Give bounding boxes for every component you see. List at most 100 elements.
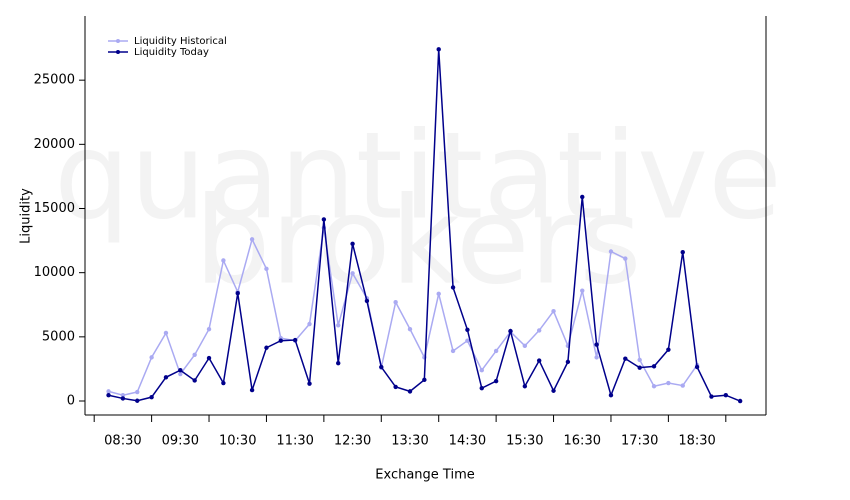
data-point: [637, 365, 642, 370]
y-tick-label: 20000: [34, 137, 75, 152]
data-point: [407, 389, 413, 394]
legend-label: Liquidity Today: [134, 47, 209, 58]
data-point: [264, 345, 269, 350]
legend-marker: [116, 39, 120, 43]
data-point: [680, 383, 685, 388]
x-tick-label: 12:30: [334, 434, 371, 449]
x-tick-label: 13:30: [391, 434, 428, 449]
data-point: [163, 330, 169, 336]
data-point: [307, 381, 312, 386]
data-point: [551, 308, 556, 314]
data-point: [493, 348, 499, 354]
series-line: [108, 227, 698, 397]
x-tick-label: 11:30: [276, 434, 313, 449]
data-point: [436, 291, 441, 297]
data-point: [350, 271, 355, 276]
y-tick-label: 25000: [34, 73, 75, 88]
data-point: [479, 385, 484, 391]
data-point: [422, 377, 427, 383]
x-tick-label: 10:30: [219, 434, 256, 449]
data-point: [608, 393, 614, 398]
x-tick-label: 15:30: [506, 434, 543, 449]
watermark: quantitative: [54, 108, 782, 247]
data-point: [565, 359, 571, 365]
data-point: [450, 348, 456, 354]
data-point: [178, 368, 183, 373]
data-point: [465, 327, 470, 332]
data-point: [450, 285, 456, 290]
data-point: [221, 380, 226, 386]
data-point: [479, 368, 484, 373]
data-point: [436, 47, 441, 52]
data-point: [149, 394, 154, 400]
data-point: [522, 343, 528, 349]
data-point: [106, 393, 111, 398]
data-point: [307, 321, 312, 327]
data-point: [278, 338, 284, 343]
data-point: [120, 393, 126, 398]
legend-marker: [116, 50, 120, 54]
x-tick-label: 18:30: [678, 434, 715, 449]
data-point: [364, 298, 370, 304]
data-point: [192, 352, 197, 358]
y-tick-label: 15000: [34, 201, 75, 216]
x-axis-label: Exchange Time: [375, 468, 474, 483]
data-point: [608, 249, 614, 254]
data-point: [551, 388, 556, 393]
y-tick-label: 5000: [42, 329, 75, 344]
data-point: [694, 364, 700, 370]
data-point: [249, 387, 255, 393]
data-point: [594, 355, 599, 360]
data-point: [393, 384, 398, 390]
data-point: [292, 337, 298, 343]
data-point: [580, 194, 585, 200]
data-point: [666, 380, 671, 386]
y-tick-label: 10000: [34, 265, 75, 280]
data-point: [594, 342, 599, 347]
data-point: [192, 378, 197, 383]
data-point: [407, 326, 413, 332]
x-tick-label: 14:30: [449, 434, 486, 449]
data-point: [178, 371, 183, 377]
data-point: [149, 355, 154, 360]
x-tick-label: 09:30: [162, 434, 199, 449]
data-point: [508, 328, 513, 334]
x-tick-label: 16:30: [564, 434, 601, 449]
data-point: [120, 396, 126, 401]
x-tick-label: 17:30: [621, 434, 658, 449]
data-point: [709, 394, 714, 399]
data-point: [350, 241, 355, 246]
data-point: [623, 356, 628, 361]
data-point: [321, 217, 327, 222]
data-point: [264, 266, 269, 272]
data-point: [393, 299, 398, 305]
data-point: [336, 323, 341, 328]
x-tick-label: 08:30: [104, 434, 141, 449]
data-point: [163, 375, 169, 380]
data-point: [522, 384, 528, 389]
legend-label: Liquidity Historical: [134, 36, 227, 47]
data-point: [249, 237, 255, 242]
data-point: [221, 258, 226, 263]
data-point: [723, 393, 729, 398]
data-point: [580, 288, 585, 293]
data-point: [379, 364, 384, 370]
data-point: [536, 358, 542, 363]
data-point: [680, 249, 685, 255]
data-point: [135, 398, 140, 403]
watermark: brokers: [194, 173, 641, 312]
data-point: [206, 355, 212, 361]
data-point: [651, 384, 657, 389]
data-point: [737, 398, 743, 404]
data-point: [637, 357, 642, 363]
data-point: [106, 389, 111, 394]
data-point: [465, 338, 470, 343]
data-point: [666, 347, 671, 352]
y-axis-label: Liquidity: [19, 188, 34, 244]
data-point: [206, 326, 212, 332]
data-point: [623, 256, 628, 261]
data-point: [536, 328, 542, 333]
y-tick-label: 0: [67, 394, 75, 409]
data-point: [336, 360, 341, 366]
